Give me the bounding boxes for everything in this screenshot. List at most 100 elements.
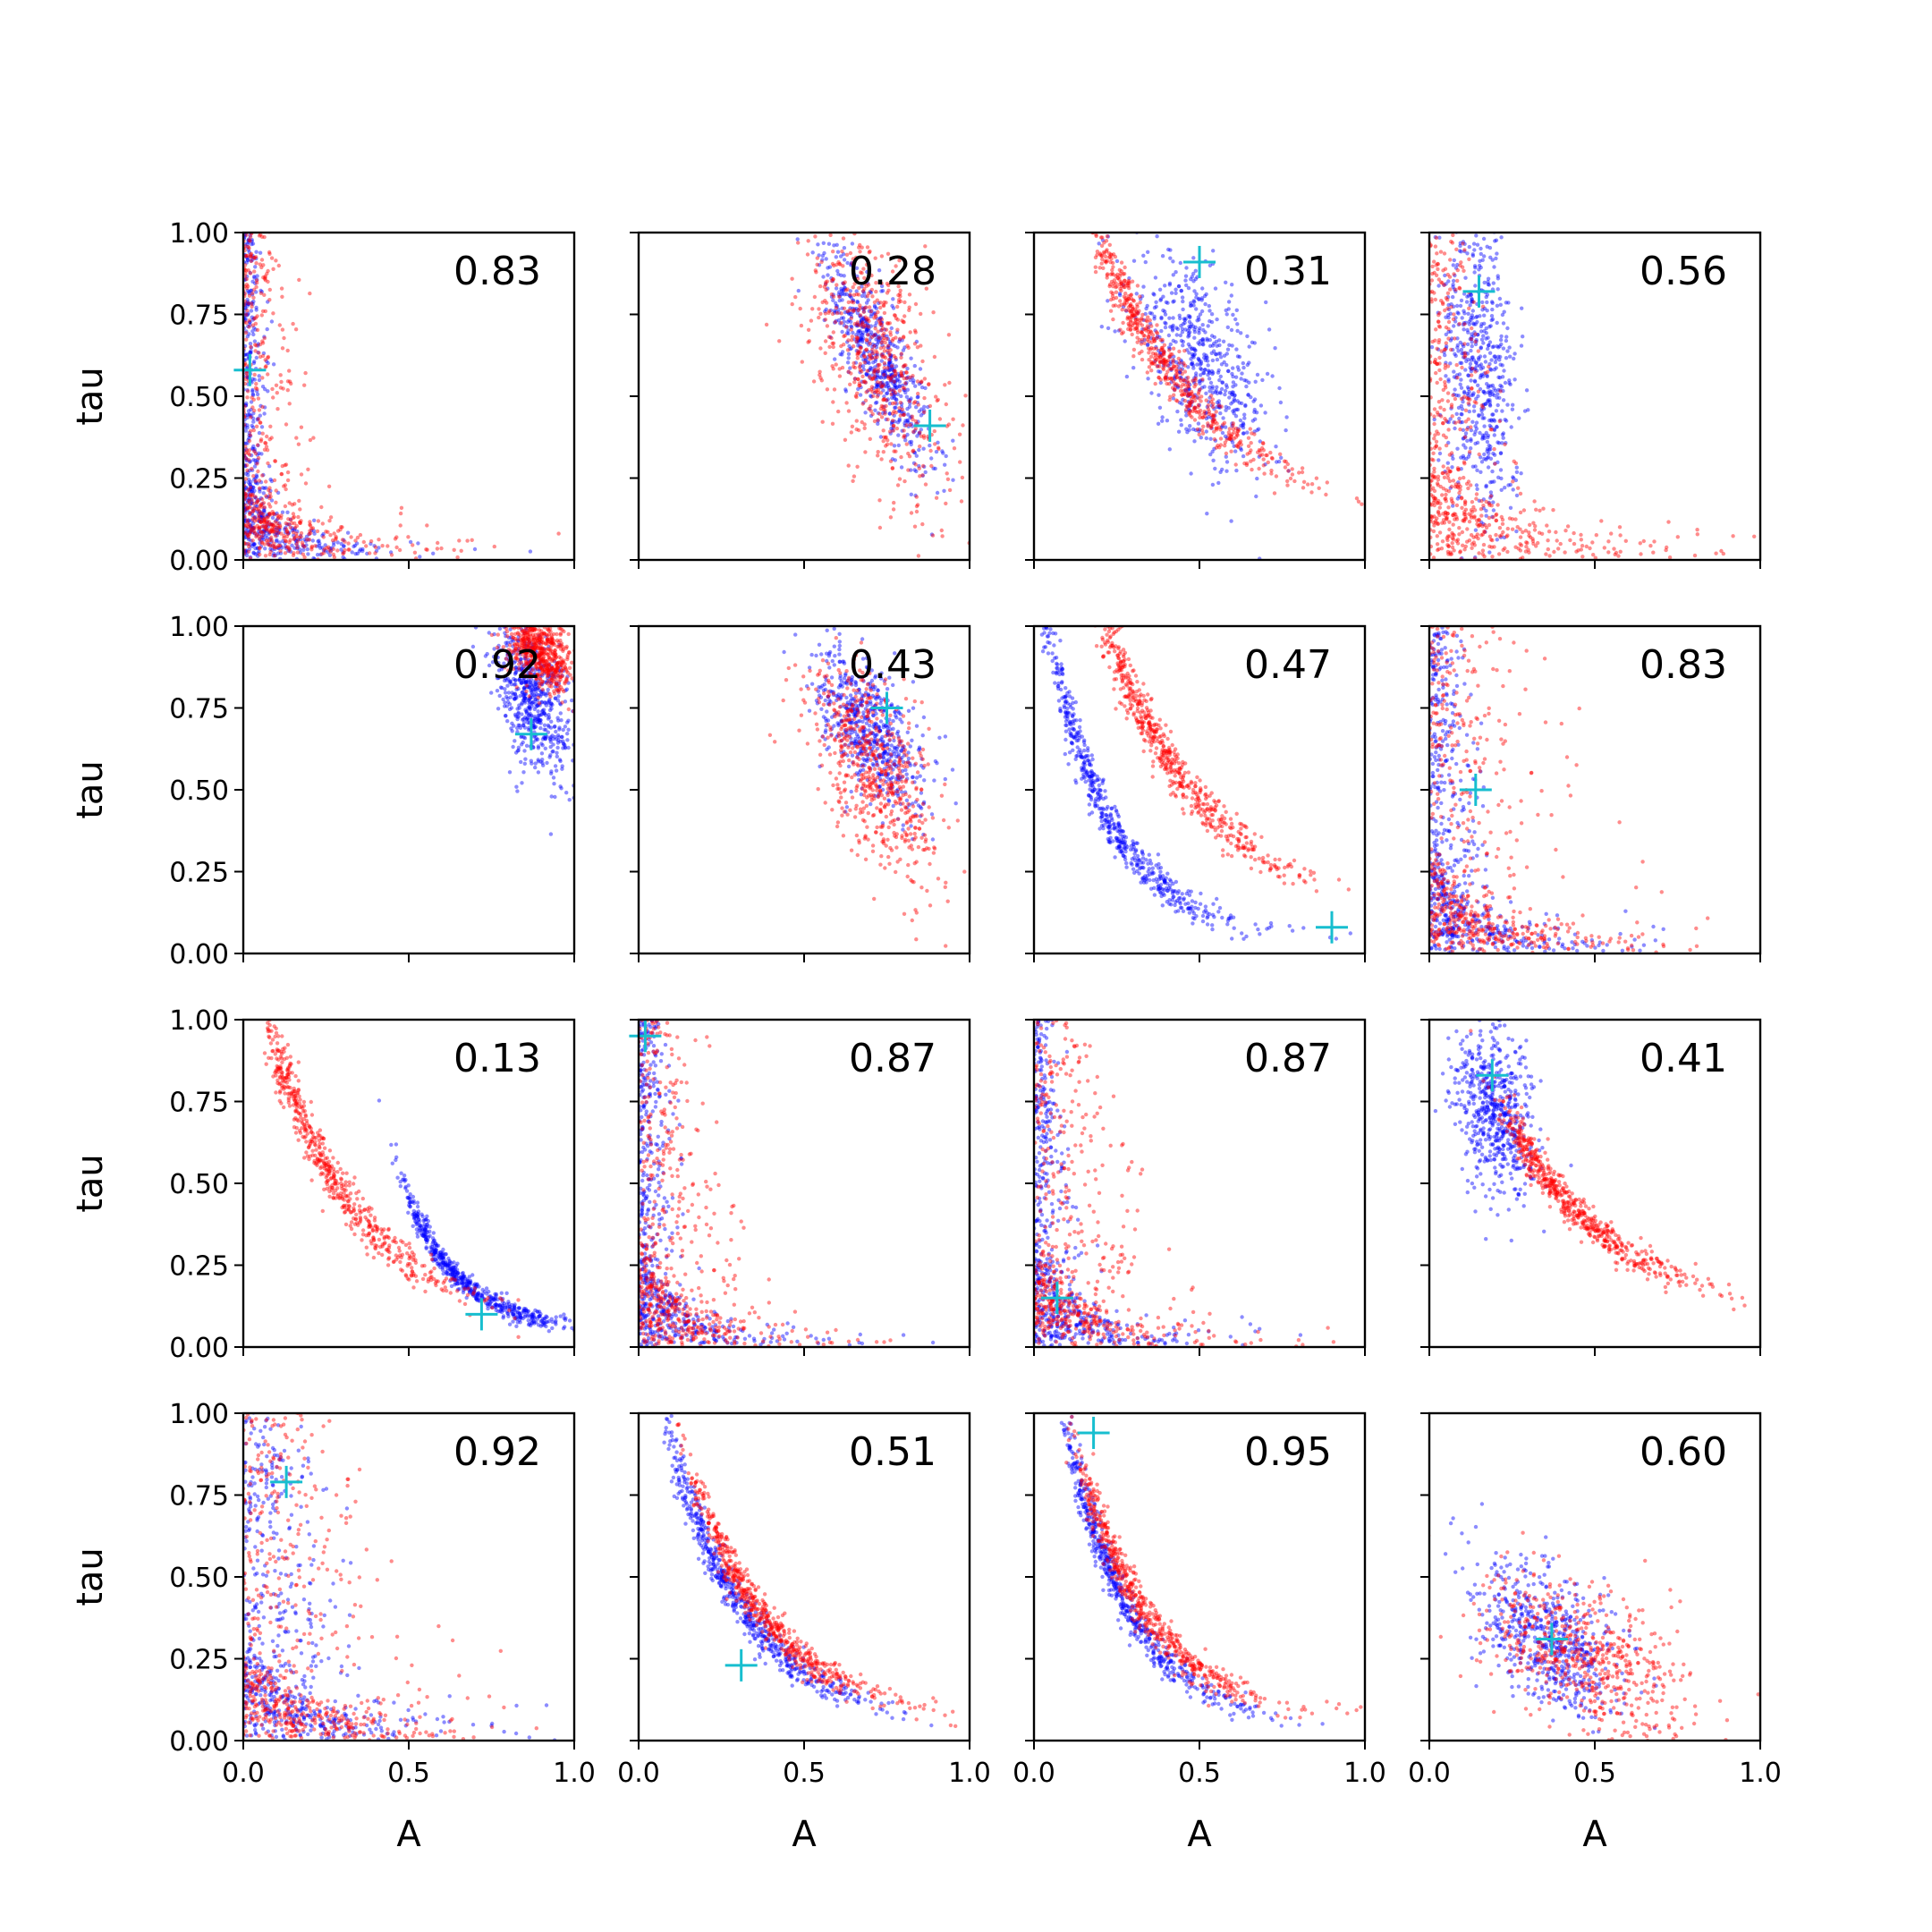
blue-point xyxy=(531,734,537,739)
red-point xyxy=(284,462,289,467)
red-point xyxy=(1497,534,1503,538)
red-point xyxy=(888,377,893,383)
blue-point xyxy=(329,546,334,550)
red-point xyxy=(247,325,251,329)
blue-point xyxy=(1224,352,1230,356)
red-point xyxy=(880,326,886,331)
red-point xyxy=(244,276,249,282)
blue-point xyxy=(1432,417,1436,422)
blue-point xyxy=(869,311,874,317)
red-point xyxy=(324,546,329,550)
blue-point xyxy=(1179,358,1183,362)
red-point xyxy=(1140,349,1144,354)
blue-point xyxy=(876,369,880,374)
red-point xyxy=(894,274,899,278)
blue-point xyxy=(520,781,524,785)
red-point xyxy=(257,233,262,238)
red-point xyxy=(877,318,881,323)
blue-point xyxy=(1469,436,1473,442)
blue-point xyxy=(523,696,528,700)
blue-point xyxy=(258,514,262,519)
blue-point xyxy=(251,477,257,482)
red-point xyxy=(332,555,337,560)
red-point xyxy=(1222,420,1227,425)
blue-point xyxy=(358,547,363,552)
blue-point xyxy=(561,727,565,733)
blue-point xyxy=(250,506,255,511)
blue-point xyxy=(548,740,553,744)
blue-point xyxy=(903,382,908,386)
blue-point xyxy=(261,472,266,478)
red-point xyxy=(928,448,933,453)
red-point xyxy=(1261,457,1266,462)
red-point xyxy=(1104,239,1109,243)
blue-point xyxy=(1453,273,1457,278)
red-point xyxy=(902,435,906,439)
blue-point xyxy=(536,758,540,762)
blue-point xyxy=(249,309,254,313)
red-point xyxy=(846,300,851,305)
blue-point xyxy=(865,327,869,332)
red-point xyxy=(1554,530,1558,535)
blue-point xyxy=(1452,324,1456,328)
red-point xyxy=(279,516,284,521)
blue-point xyxy=(1484,457,1488,462)
red-point xyxy=(1455,466,1461,470)
red-point xyxy=(1483,522,1487,528)
red-point xyxy=(1616,554,1621,558)
red-point xyxy=(272,478,277,483)
red-point xyxy=(1278,452,1283,456)
red-point xyxy=(1154,357,1159,362)
blue-point xyxy=(1471,242,1477,246)
blue-point xyxy=(1181,307,1185,312)
red-point xyxy=(284,538,289,544)
blue-point xyxy=(897,417,902,421)
blue-point xyxy=(886,386,892,390)
red-point xyxy=(271,395,275,400)
red-point xyxy=(1149,340,1154,344)
red-point xyxy=(268,495,273,499)
blue-point xyxy=(1241,425,1246,430)
red-point xyxy=(1487,534,1493,538)
blue-point xyxy=(1201,339,1206,343)
red-point xyxy=(1141,333,1146,338)
blue-point xyxy=(564,687,569,691)
red-point xyxy=(1127,316,1131,320)
red-point xyxy=(946,333,952,337)
red-point xyxy=(303,370,308,376)
red-point xyxy=(894,264,898,268)
red-point xyxy=(1249,448,1253,453)
blue-point xyxy=(1460,407,1465,411)
red-point xyxy=(1130,279,1135,284)
blue-point xyxy=(860,284,864,289)
blue-point xyxy=(900,374,904,378)
red-point xyxy=(1462,517,1467,522)
red-point xyxy=(843,437,848,442)
red-point xyxy=(1439,547,1445,551)
blue-point xyxy=(1232,411,1236,416)
blue-point xyxy=(1496,392,1500,396)
blue-point xyxy=(1189,361,1194,367)
blue-point xyxy=(1452,420,1456,425)
blue-point xyxy=(1472,378,1478,383)
blue-point xyxy=(1233,398,1237,403)
red-point xyxy=(1167,367,1173,371)
blue-point xyxy=(1149,391,1154,395)
red-point xyxy=(335,529,341,533)
blue-point xyxy=(1184,283,1189,288)
blue-point xyxy=(942,488,946,493)
blue-point xyxy=(1181,299,1185,304)
blue-point xyxy=(255,389,259,394)
red-point xyxy=(1579,538,1584,542)
red-point xyxy=(888,515,894,520)
blue-point xyxy=(1209,415,1214,420)
red-point xyxy=(882,345,886,350)
red-point xyxy=(892,500,896,505)
blue-point xyxy=(1470,393,1474,398)
red-point xyxy=(1487,503,1492,507)
red-point xyxy=(386,544,390,548)
red-point xyxy=(1135,304,1140,309)
blue-point xyxy=(253,504,258,508)
red-point xyxy=(1436,400,1442,404)
blue-point xyxy=(1467,390,1471,394)
